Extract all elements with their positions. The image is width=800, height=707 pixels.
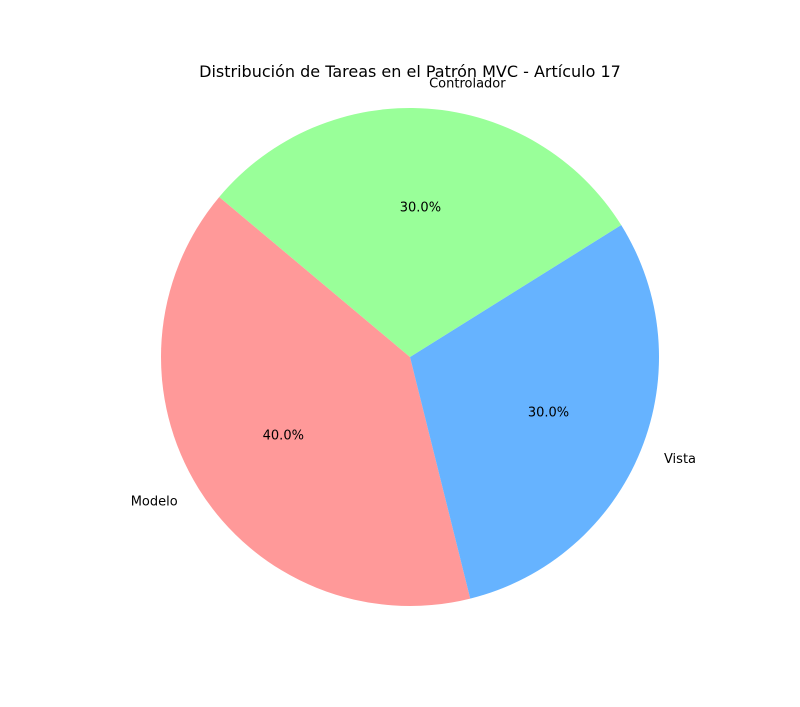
pie-slice-controlador <box>219 108 622 357</box>
slice-category-label: Controlador <box>429 76 506 91</box>
pie-slices <box>161 108 659 606</box>
pie-slice-vista <box>410 225 659 599</box>
slice-percent-label: 30.0% <box>528 405 569 420</box>
pie-labels: 40.0% Modelo 30.0% Vista 30.0% Controlador <box>131 76 696 509</box>
slice-percent-label: 30.0% <box>400 200 441 215</box>
slice-percent-label: 40.0% <box>263 429 304 444</box>
slice-category-label: Vista <box>664 452 696 467</box>
pie-slice-modelo <box>161 196 471 606</box>
chart-title: Distribución de Tareas en el Patrón MVC … <box>199 62 621 81</box>
slice-category-label: Modelo <box>131 495 178 510</box>
